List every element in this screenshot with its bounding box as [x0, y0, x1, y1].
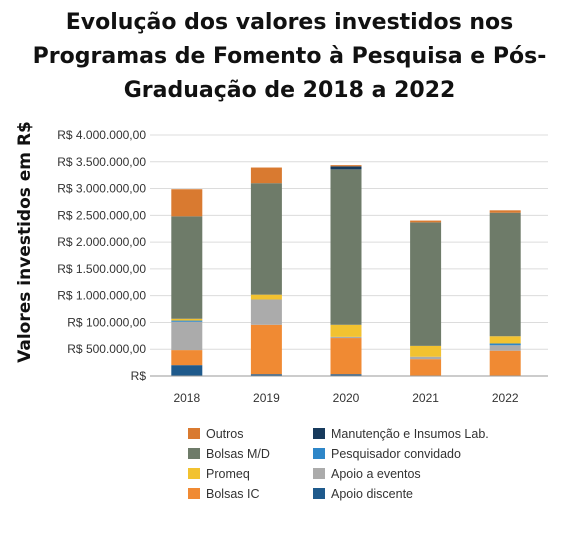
- legend-item: Outros: [188, 427, 244, 441]
- bar-segment: [171, 216, 203, 319]
- chart-title-line-1: Evolução dos valores investidos nos: [65, 10, 514, 35]
- y-tick-label: R$ 2.000.000,00: [57, 235, 146, 249]
- chart-title: Evolução dos valores investidos nos Prog…: [0, 6, 579, 108]
- y-tick-label: R$ 1.000.000,00: [57, 289, 146, 303]
- bar-segment: [489, 336, 521, 344]
- legend-swatch: [313, 428, 325, 439]
- x-tick-label: 2019: [253, 391, 280, 405]
- legend-swatch: [188, 428, 200, 439]
- legend-label: Promeq: [206, 467, 250, 481]
- bar-segment: [171, 320, 203, 322]
- bar-segment: [250, 299, 282, 325]
- bar-segment: [171, 318, 203, 321]
- y-tick-label: R$ 1.500.000,00: [57, 262, 146, 276]
- bar-segment: [330, 374, 362, 376]
- bar-segment: [330, 165, 362, 167]
- bar-segment: [171, 189, 203, 217]
- bar-segment: [489, 212, 521, 337]
- bar-segment: [171, 365, 203, 376]
- x-tick-label: 2022: [492, 391, 519, 405]
- y-tick-label: R$ 3.500.000,00: [57, 155, 146, 169]
- bar-segment: [171, 350, 203, 366]
- y-axis-label: Valores investidos em R$: [15, 121, 35, 363]
- legend-item: Apoio discente: [313, 487, 413, 501]
- legend-item: Manutenção e Insumos Lab.: [313, 427, 489, 441]
- bar-segment: [410, 345, 442, 357]
- legend-label: Outros: [206, 427, 244, 441]
- bar-segment: [489, 343, 521, 346]
- y-tick-label: R$ 2.500.000,00: [57, 208, 146, 222]
- legend-label: Manutenção e Insumos Lab.: [331, 427, 489, 441]
- legend-item: Pesquisador convidado: [313, 447, 461, 461]
- y-tick-label: R$ 3.000.000,00: [57, 182, 146, 196]
- bar-stack: [330, 165, 362, 376]
- bar-segment: [330, 336, 362, 339]
- bar-segment: [410, 356, 442, 360]
- x-tick-label: 2018: [173, 391, 200, 405]
- legend-swatch: [313, 468, 325, 479]
- chart-title-line-3: Graduação de 2018 a 2022: [123, 78, 456, 103]
- legend-swatch: [188, 488, 200, 499]
- bar-segment: [410, 359, 442, 376]
- bar-stack: [489, 210, 521, 376]
- bar-segment: [250, 374, 282, 376]
- y-tick-label: R$: [131, 369, 147, 383]
- legend-swatch: [313, 448, 325, 459]
- bar-segment: [250, 324, 282, 375]
- bar-segment: [489, 345, 521, 351]
- bar-segment: [250, 167, 282, 184]
- bar-stack: [250, 167, 282, 376]
- x-tick-label: 2020: [333, 391, 360, 405]
- x-tick-label: 2021: [412, 391, 439, 405]
- bar-segment: [330, 169, 362, 325]
- legend-label: Apoio a eventos: [331, 467, 421, 481]
- legend-swatch: [188, 448, 200, 459]
- bar-segment: [330, 166, 362, 170]
- bar-segment: [410, 220, 442, 223]
- legend-label: Pesquisador convidado: [331, 447, 461, 461]
- legend-swatch: [188, 468, 200, 479]
- legend-item: Apoio a eventos: [313, 467, 421, 481]
- bar-stack: [171, 189, 203, 376]
- legend-label: Apoio discente: [331, 487, 413, 501]
- bar-segment: [330, 324, 362, 337]
- legend-label: Bolsas M/D: [206, 447, 270, 461]
- legend-item: Bolsas IC: [188, 487, 260, 501]
- bar-segment: [410, 222, 442, 346]
- legend-item: Promeq: [188, 467, 250, 481]
- x-axis-ticks: 2018 2019 2020 2021 2022: [173, 391, 518, 405]
- legend-label: Bolsas IC: [206, 487, 260, 501]
- legend: Outros Bolsas M/D Promeq Bolsas IC Manutençã…: [188, 427, 489, 501]
- legend-swatch: [313, 488, 325, 499]
- bar-segment: [171, 321, 203, 351]
- y-tick-label: R$ 4.000.000,00: [57, 128, 146, 142]
- bar-segment: [330, 338, 362, 375]
- bar-segment: [250, 294, 282, 300]
- chart-title-line-2: Programas de Fomento à Pesquisa e Pós-: [32, 44, 547, 69]
- bar-segment: [489, 210, 521, 213]
- y-tick-label: R$ 100.000,00: [67, 315, 146, 329]
- bar-stack: [410, 220, 442, 376]
- bar-stacks: [171, 165, 521, 376]
- bar-segment: [250, 183, 282, 295]
- y-axis-ticks: R$ R$ 500.000,00 R$ 100.000,00 R$ 1.000.000…: [57, 128, 146, 383]
- bar-segment: [489, 350, 521, 376]
- legend-item: Bolsas M/D: [188, 447, 270, 461]
- y-tick-label: R$ 500.000,00: [67, 342, 146, 356]
